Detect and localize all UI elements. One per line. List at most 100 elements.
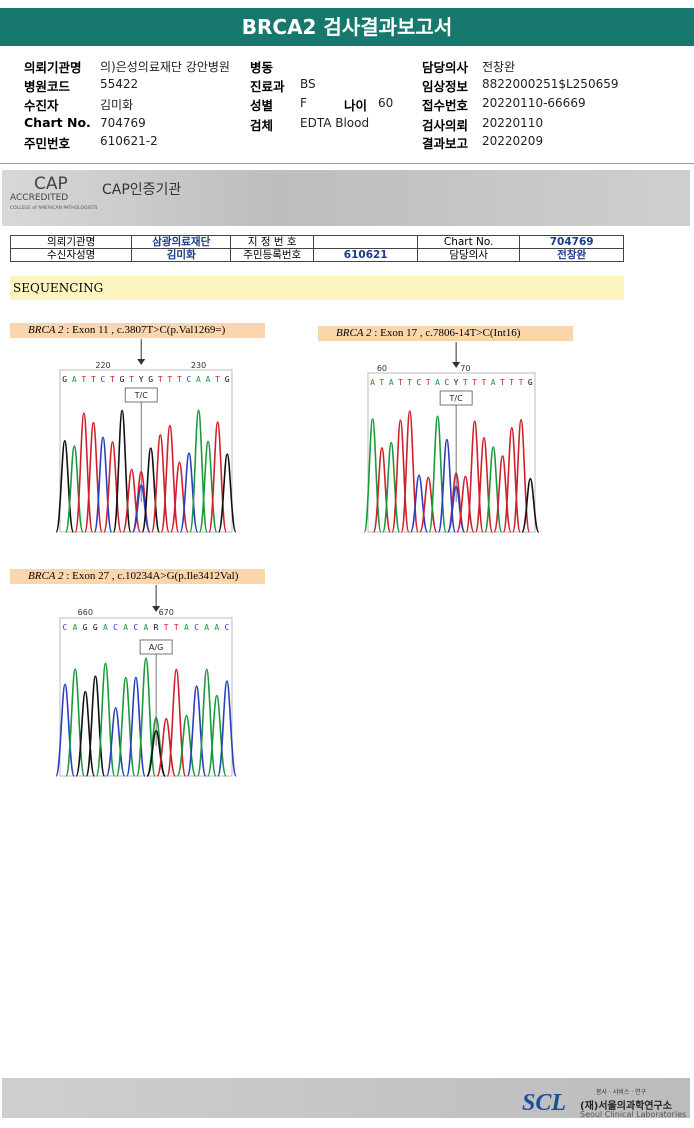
table-cell: 삼광의료재단 xyxy=(131,235,232,249)
info-value: 8822000251$L250659 xyxy=(482,77,619,91)
cap-title: CAP인증기관 xyxy=(102,182,182,198)
peak xyxy=(217,680,237,777)
position-tick: 70 xyxy=(460,364,470,373)
position-tick: 60 xyxy=(377,364,387,373)
footer-org-en: Seoul Clinical Laboratories xyxy=(580,1110,687,1119)
table-cell: 김미화 xyxy=(131,248,232,262)
footer: SCL 봉사 · 서비스 · 연구 (재)서울의과학연구소 Seoul Clin… xyxy=(2,1078,690,1119)
peak xyxy=(74,412,94,533)
peak xyxy=(179,452,199,533)
table-cell: 담당의사 xyxy=(417,248,521,262)
info-value: 704769 xyxy=(100,116,146,130)
info-value: 전창완 xyxy=(482,60,516,74)
info-value: 20220110-66669 xyxy=(482,96,586,110)
peak xyxy=(64,445,84,533)
info-label: 성별 xyxy=(250,98,274,113)
info-label: 결과보고 xyxy=(422,136,469,151)
info-label: Chart No. xyxy=(24,115,91,130)
peak xyxy=(150,434,170,533)
variant-label: BRCA 2 : Exon 11 , c.3807T>C(p.Val1269=) xyxy=(10,323,265,338)
peak xyxy=(217,453,237,533)
info-label: 병동 xyxy=(250,60,274,75)
peak xyxy=(186,685,207,777)
table-cell: 수신자성명 xyxy=(9,248,133,262)
variant-label: BRCA 2 : Exon 27 , c.10234A>G(p.Ile3412V… xyxy=(10,569,265,584)
peak xyxy=(391,419,410,533)
info-label: 임상정보 xyxy=(422,79,469,94)
peak xyxy=(493,455,512,533)
position-tick: 230 xyxy=(191,361,206,370)
peak xyxy=(206,694,227,777)
report-title: BRCA2 검사결과보고서 xyxy=(0,8,694,46)
peak xyxy=(409,474,429,533)
peak xyxy=(84,421,103,533)
info-value: 55422 xyxy=(100,77,139,91)
info-value: EDTA Blood xyxy=(300,116,370,130)
info-value: 의)은성의료재단 강안병원 xyxy=(100,60,230,74)
info-value: F xyxy=(300,96,307,110)
gene: BRCA 2 xyxy=(28,324,64,336)
peak xyxy=(170,461,189,533)
peak xyxy=(105,706,126,777)
info-label: 검사의뢰 xyxy=(422,118,469,133)
base-call: A/G xyxy=(149,643,163,652)
peak xyxy=(75,690,96,777)
info-label: 접수번호 xyxy=(422,98,469,113)
gene: BRCA 2 xyxy=(28,570,64,582)
info-value: 김미화 xyxy=(100,98,134,112)
arrow-head xyxy=(152,606,161,612)
gene: BRCA 2 xyxy=(336,327,372,339)
info-label: 의뢰기관명 xyxy=(24,60,82,75)
base-call: T/C xyxy=(449,394,464,403)
info-value: 20220209 xyxy=(482,134,544,148)
peak xyxy=(419,476,438,533)
peak xyxy=(141,447,161,533)
section-title: SEQUENCING xyxy=(10,276,624,300)
info-label: 검체 xyxy=(250,118,274,133)
info-label: 담당의사 xyxy=(422,60,469,75)
cap-banner: CAP ACCREDITED COLLEGE of AMERICAN PATHO… xyxy=(2,170,690,226)
table-cell: 610621 xyxy=(313,248,419,262)
info-value: 610621-2 xyxy=(100,134,158,148)
variant-label: BRCA 2 : Exon 17 , c.7806-14T>C(Int16) xyxy=(318,326,573,341)
variant: : Exon 27 , c.10234A>G(p.Ile3412Val) xyxy=(66,570,239,582)
peak xyxy=(456,475,475,533)
arrow-head xyxy=(452,362,461,368)
info-label: 주민번호 xyxy=(24,136,71,151)
peak xyxy=(85,675,106,777)
peak xyxy=(502,426,521,533)
variant: : Exon 17 , c.7806-14T>C(Int16) xyxy=(374,327,521,339)
table-cell: 지 정 번 호 xyxy=(230,235,315,249)
cap-logo: CAP xyxy=(34,174,68,194)
position-tick: 220 xyxy=(95,361,110,370)
peak xyxy=(93,436,113,533)
peak xyxy=(55,440,75,533)
footer-org: (재)서울의과학연구소 xyxy=(580,1101,672,1112)
peak xyxy=(465,420,484,533)
position-tick: 660 xyxy=(78,608,93,617)
info-value: 60 xyxy=(378,96,394,110)
peak xyxy=(176,714,197,777)
peak xyxy=(55,683,75,777)
table-cell: 주민등록번호 xyxy=(230,248,315,262)
cap-accredited: ACCREDITED xyxy=(10,193,69,203)
peak xyxy=(125,676,146,777)
peak xyxy=(103,441,122,533)
peak xyxy=(115,676,136,777)
footer-motto: 봉사 · 서비스 · 연구 xyxy=(596,1089,647,1096)
peak xyxy=(521,477,540,533)
peak xyxy=(122,468,142,533)
peak xyxy=(474,436,494,533)
cap-college: COLLEGE of AMERICAN PATHOLOGISTS xyxy=(10,206,98,211)
base-call: T/C xyxy=(134,391,149,400)
summary-table: 의뢰기관명 삼광의료재단 지 정 번 호 Chart No. 704769 수신자성명 김미… xyxy=(9,235,624,262)
peak xyxy=(156,717,177,777)
separator xyxy=(0,163,694,164)
peak xyxy=(198,440,218,533)
info-label: 나이 xyxy=(344,98,368,113)
info-label: 진료과 xyxy=(250,79,285,94)
position-tick: 670 xyxy=(159,608,174,617)
